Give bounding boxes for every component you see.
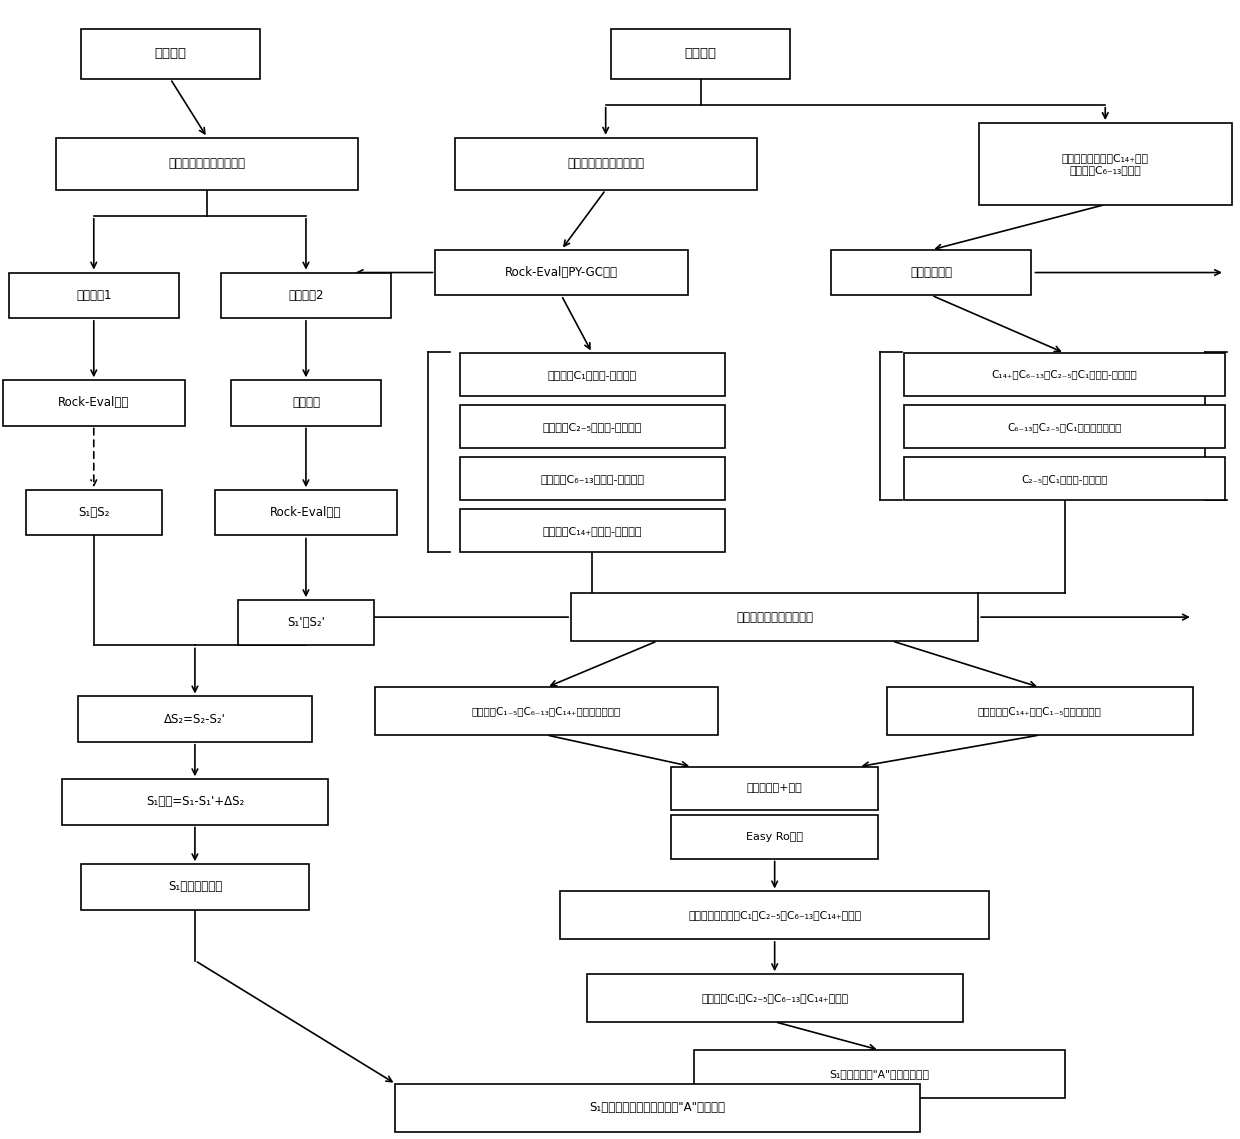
FancyBboxPatch shape	[904, 457, 1225, 500]
Text: 化学动力学模型优化求解: 化学动力学模型优化求解	[737, 611, 813, 624]
Text: S₁'与S₂': S₁'与S₂'	[286, 616, 325, 629]
Text: 干酪根成C₁₄₊转化率-温度关系: 干酪根成C₁₄₊转化率-温度关系	[542, 526, 642, 536]
FancyBboxPatch shape	[62, 779, 327, 825]
FancyBboxPatch shape	[26, 490, 161, 535]
Text: S₁轻、重烃恢复、氯仿沥青"A"轻烃恢复: S₁轻、重烃恢复、氯仿沥青"A"轻烃恢复	[589, 1101, 725, 1114]
Text: 代表性正常原油（C₁₄₊）、
轻质油（C₆₋₁₃）样品: 代表性正常原油（C₁₄₊）、 轻质油（C₆₋₁₃）样品	[1061, 153, 1148, 174]
Text: ΔS₂=S₂-S₂': ΔS₂=S₂-S₂'	[164, 713, 226, 726]
FancyBboxPatch shape	[215, 490, 397, 535]
Text: C₁₄₊成C₆₋₁₃、C₂₋₅、C₁转化率-温度关系: C₁₄₊成C₆₋₁₃、C₂₋₅、C₁转化率-温度关系	[992, 369, 1137, 379]
FancyBboxPatch shape	[81, 28, 259, 79]
FancyBboxPatch shape	[611, 28, 790, 79]
FancyBboxPatch shape	[694, 1050, 1064, 1098]
Text: Easy Ro模型: Easy Ro模型	[746, 831, 804, 842]
FancyBboxPatch shape	[904, 405, 1225, 449]
Text: 金管实验分析: 金管实验分析	[910, 267, 952, 279]
FancyBboxPatch shape	[460, 457, 724, 500]
Text: 泥页岩样1: 泥页岩样1	[76, 288, 112, 302]
Text: 重烃恢复: 重烃恢复	[154, 48, 186, 60]
FancyBboxPatch shape	[460, 353, 724, 396]
Text: 不同类型代表性泥页岩样: 不同类型代表性泥页岩样	[169, 157, 246, 170]
FancyBboxPatch shape	[455, 138, 756, 190]
FancyBboxPatch shape	[396, 1084, 920, 1132]
Text: 正常原油（C₁₄₊）成C₁₋₅、动力学参数: 正常原油（C₁₄₊）成C₁₋₅、动力学参数	[978, 706, 1102, 716]
FancyBboxPatch shape	[56, 138, 358, 190]
Text: 泥页岩中C₁、C₂₋₅、C₆₋₁₃、C₁₄₊的含量: 泥页岩中C₁、C₂₋₅、C₆₋₁₃、C₁₄₊的含量	[701, 993, 848, 1003]
Text: Rock-Eval、PY-GC分析: Rock-Eval、PY-GC分析	[505, 267, 618, 279]
FancyBboxPatch shape	[560, 892, 990, 939]
Text: 不同类型代表性泥页岩样: 不同类型代表性泥页岩样	[567, 157, 644, 170]
FancyBboxPatch shape	[671, 767, 878, 810]
Text: C₆₋₁₃成C₂₋₅、C₁转化率温度关系: C₆₋₁₃成C₂₋₅、C₁转化率温度关系	[1007, 421, 1122, 432]
FancyBboxPatch shape	[887, 687, 1193, 735]
FancyBboxPatch shape	[221, 272, 391, 318]
Text: 氯仿抽提: 氯仿抽提	[291, 396, 320, 409]
FancyBboxPatch shape	[831, 249, 1032, 295]
FancyBboxPatch shape	[78, 696, 312, 741]
FancyBboxPatch shape	[81, 865, 309, 910]
FancyBboxPatch shape	[374, 687, 718, 735]
FancyBboxPatch shape	[435, 249, 688, 295]
Text: 沉积埋藏史+热史: 沉积埋藏史+热史	[746, 784, 802, 793]
Text: 泥页岩样2: 泥页岩样2	[288, 288, 324, 302]
FancyBboxPatch shape	[572, 593, 978, 641]
FancyBboxPatch shape	[587, 974, 962, 1022]
Text: 干酪根成C₆₋₁₃转化率-温度关系: 干酪根成C₆₋₁₃转化率-温度关系	[541, 474, 644, 484]
FancyBboxPatch shape	[460, 509, 724, 552]
FancyBboxPatch shape	[2, 380, 185, 426]
Text: 干酪根成C₁转化率-温度关系: 干酪根成C₁转化率-温度关系	[548, 369, 636, 379]
FancyBboxPatch shape	[671, 816, 878, 859]
Text: Rock-Eval热解: Rock-Eval热解	[58, 396, 129, 409]
Text: S₁、氯仿沥青"A"轻烃恢复系数: S₁、氯仿沥青"A"轻烃恢复系数	[830, 1068, 930, 1079]
Text: 干酪根成C₁₋₅、C₆₋₁₃、C₁₄₊化学动力学参数: 干酪根成C₁₋₅、C₆₋₁₃、C₁₄₊化学动力学参数	[472, 706, 621, 716]
Text: S₁重烃=S₁-S₁'+ΔS₂: S₁重烃=S₁-S₁'+ΔS₂	[146, 795, 244, 809]
FancyBboxPatch shape	[231, 380, 381, 426]
FancyBboxPatch shape	[9, 272, 179, 318]
Text: 不同成熟度下生成C₁、C₂₋₅、C₆₋₁₃、C₁₄₊的比例: 不同成熟度下生成C₁、C₂₋₅、C₆₋₁₃、C₁₄₊的比例	[688, 910, 862, 920]
FancyBboxPatch shape	[238, 600, 373, 646]
Text: C₂₋₅成C₁转化率-温度关系: C₂₋₅成C₁转化率-温度关系	[1022, 474, 1107, 484]
FancyBboxPatch shape	[460, 405, 724, 449]
Text: S₁与S₂: S₁与S₂	[78, 507, 109, 519]
Text: 干酪根成C₂₋₅转化率-温度关系: 干酪根成C₂₋₅转化率-温度关系	[542, 421, 642, 432]
Text: S₁重烃恢复系数: S₁重烃恢复系数	[167, 880, 222, 893]
FancyBboxPatch shape	[978, 123, 1231, 205]
Text: Rock-Eval热解: Rock-Eval热解	[270, 507, 342, 519]
FancyBboxPatch shape	[904, 353, 1225, 396]
Text: 轻烃恢复: 轻烃恢复	[684, 48, 717, 60]
